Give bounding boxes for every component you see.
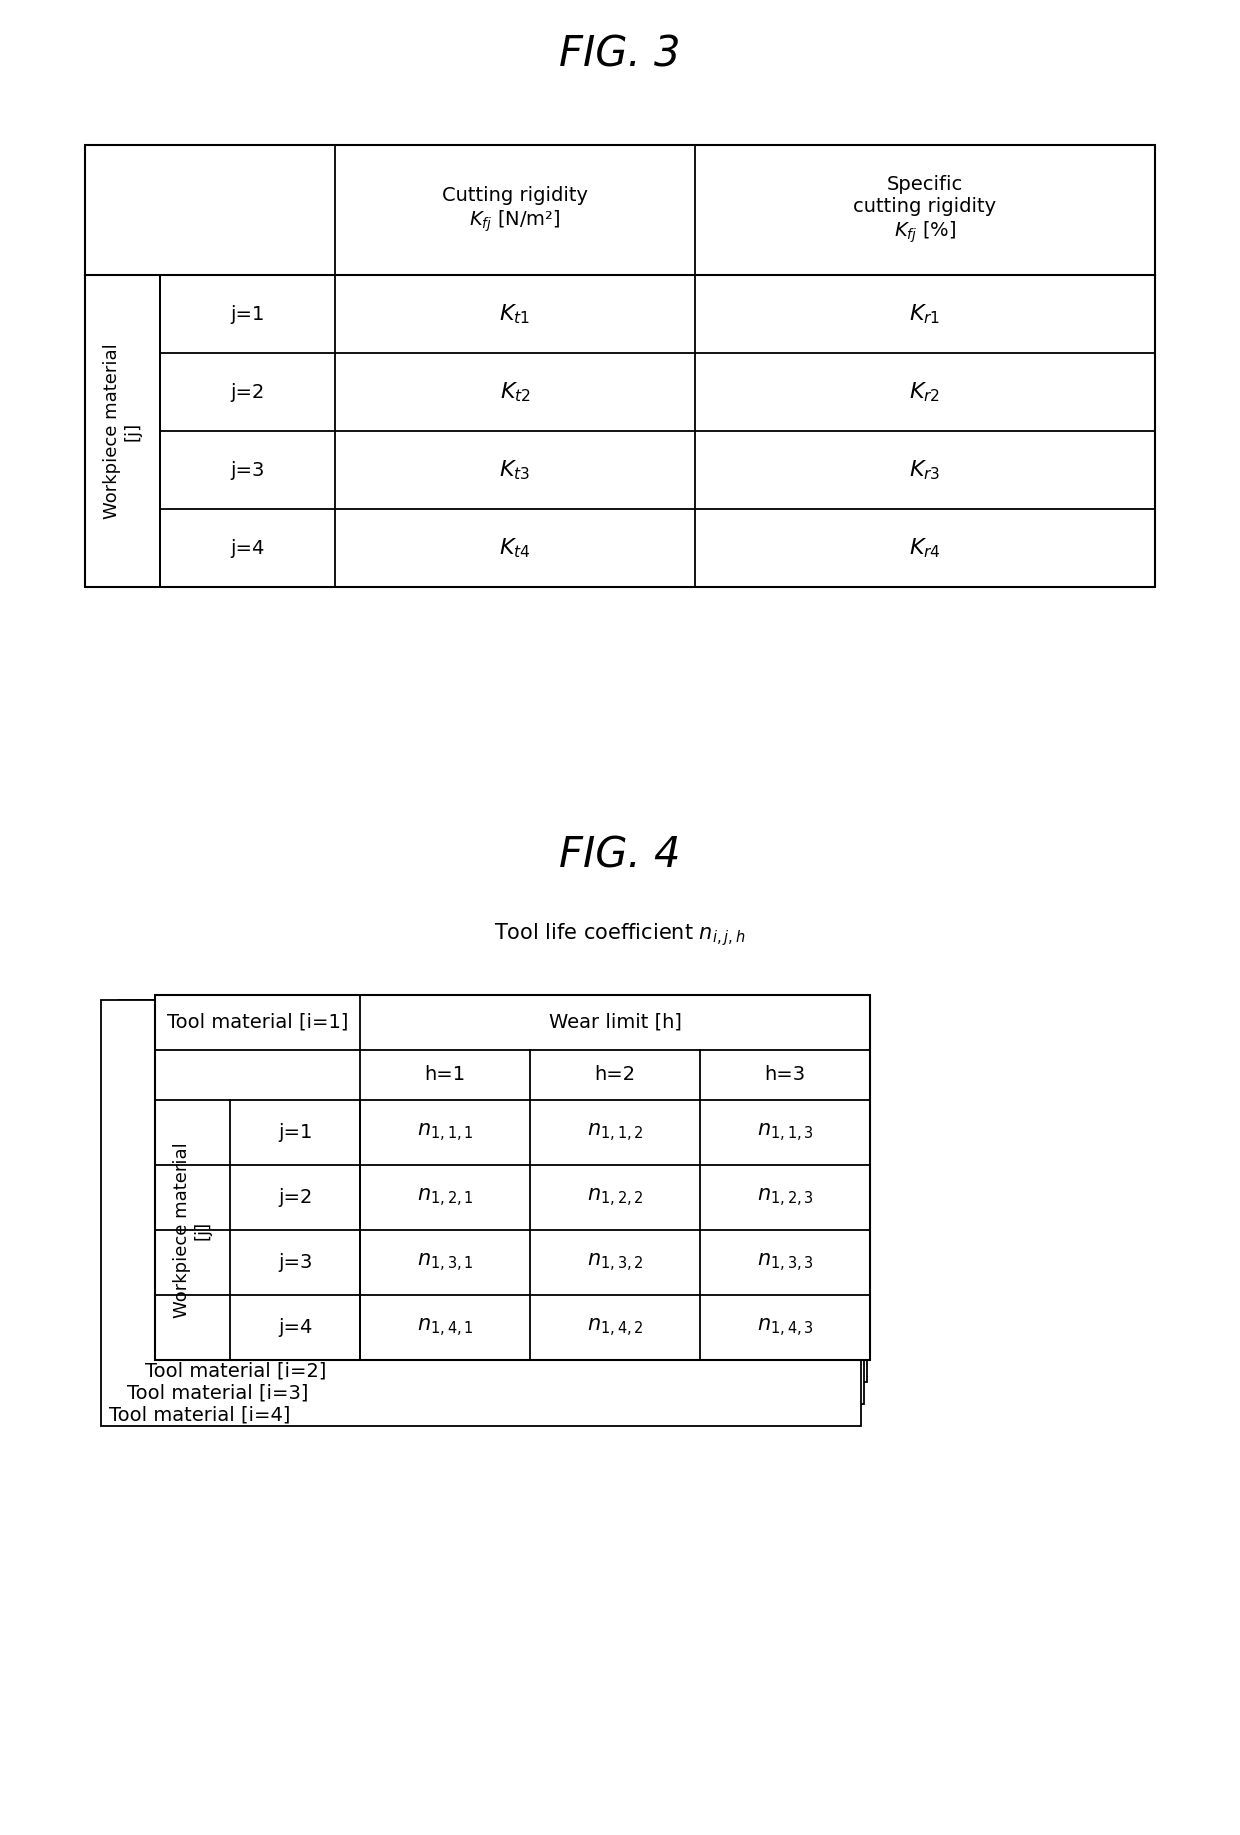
Text: Tool material [i=1]: Tool material [i=1] [167, 1013, 348, 1031]
Text: $n_{1,3,2}$: $n_{1,3,2}$ [587, 1251, 644, 1273]
Text: j=2: j=2 [278, 1187, 312, 1207]
Text: Tool material [i=4]: Tool material [i=4] [109, 1406, 290, 1424]
Bar [136, 1000, 867, 1382]
Text: Tool life coefficient $n_{i,j,h}$: Tool life coefficient $n_{i,j,h}$ [495, 921, 745, 949]
Text: Workpiece material
[j]: Workpiece material [j] [103, 343, 141, 519]
Text: $K_{r3}$: $K_{r3}$ [909, 459, 941, 483]
Text: Workpiece material
[j]: Workpiece material [j] [174, 1141, 212, 1318]
Text: $K_{r2}$: $K_{r2}$ [909, 380, 941, 404]
Text: h=1: h=1 [424, 1066, 465, 1084]
Text: $K_{t1}$: $K_{t1}$ [500, 303, 531, 327]
Text: FIG. 4: FIG. 4 [559, 833, 681, 875]
Text: j=3: j=3 [278, 1253, 312, 1272]
Text: j=1: j=1 [231, 305, 264, 323]
Text: FIG. 3: FIG. 3 [559, 35, 681, 75]
Bar [100, 1000, 861, 1426]
Text: $n_{1,4,2}$: $n_{1,4,2}$ [587, 1316, 644, 1338]
Text: $K_{r1}$: $K_{r1}$ [909, 303, 941, 327]
Text: $n_{1,3,1}$: $n_{1,3,1}$ [417, 1251, 474, 1273]
Bar [119, 1000, 864, 1404]
Text: h=2: h=2 [594, 1066, 636, 1084]
Text: j=3: j=3 [231, 461, 264, 479]
Text: Cutting rigidity
$K_{fj}$ [N/m²]: Cutting rigidity $K_{fj}$ [N/m²] [441, 185, 588, 235]
Text: $K_{t2}$: $K_{t2}$ [500, 380, 531, 404]
Text: $n_{1,1,1}$: $n_{1,1,1}$ [417, 1121, 474, 1143]
Text: j=4: j=4 [278, 1318, 312, 1338]
Text: $n_{1,4,1}$: $n_{1,4,1}$ [417, 1316, 474, 1338]
Text: $n_{1,3,3}$: $n_{1,3,3}$ [756, 1251, 813, 1273]
Text: Tool material [i=2]: Tool material [i=2] [145, 1362, 326, 1380]
Text: $n_{1,1,2}$: $n_{1,1,2}$ [587, 1121, 644, 1143]
Text: Tool material [i=3]: Tool material [i=3] [126, 1384, 309, 1402]
Bar [155, 995, 870, 1360]
Text: Wear limit [h]: Wear limit [h] [548, 1013, 682, 1031]
Text: $n_{1,1,3}$: $n_{1,1,3}$ [756, 1121, 813, 1143]
Text: j=2: j=2 [231, 382, 264, 402]
Text: j=4: j=4 [231, 538, 264, 558]
Text: $K_{t3}$: $K_{t3}$ [500, 459, 531, 483]
Text: $K_{t4}$: $K_{t4}$ [500, 536, 531, 560]
Text: $n_{1,2,1}$: $n_{1,2,1}$ [417, 1187, 474, 1209]
Text: $n_{1,4,3}$: $n_{1,4,3}$ [756, 1316, 813, 1338]
Text: $n_{1,2,2}$: $n_{1,2,2}$ [587, 1187, 644, 1209]
Text: $n_{1,2,3}$: $n_{1,2,3}$ [756, 1187, 813, 1209]
Text: Specific
cutting rigidity
$K_{fj}$ [%]: Specific cutting rigidity $K_{fj}$ [%] [853, 174, 997, 244]
Text: j=1: j=1 [278, 1123, 312, 1141]
Text: $K_{r4}$: $K_{r4}$ [909, 536, 941, 560]
Bar [86, 145, 1154, 587]
Text: h=3: h=3 [764, 1066, 806, 1084]
